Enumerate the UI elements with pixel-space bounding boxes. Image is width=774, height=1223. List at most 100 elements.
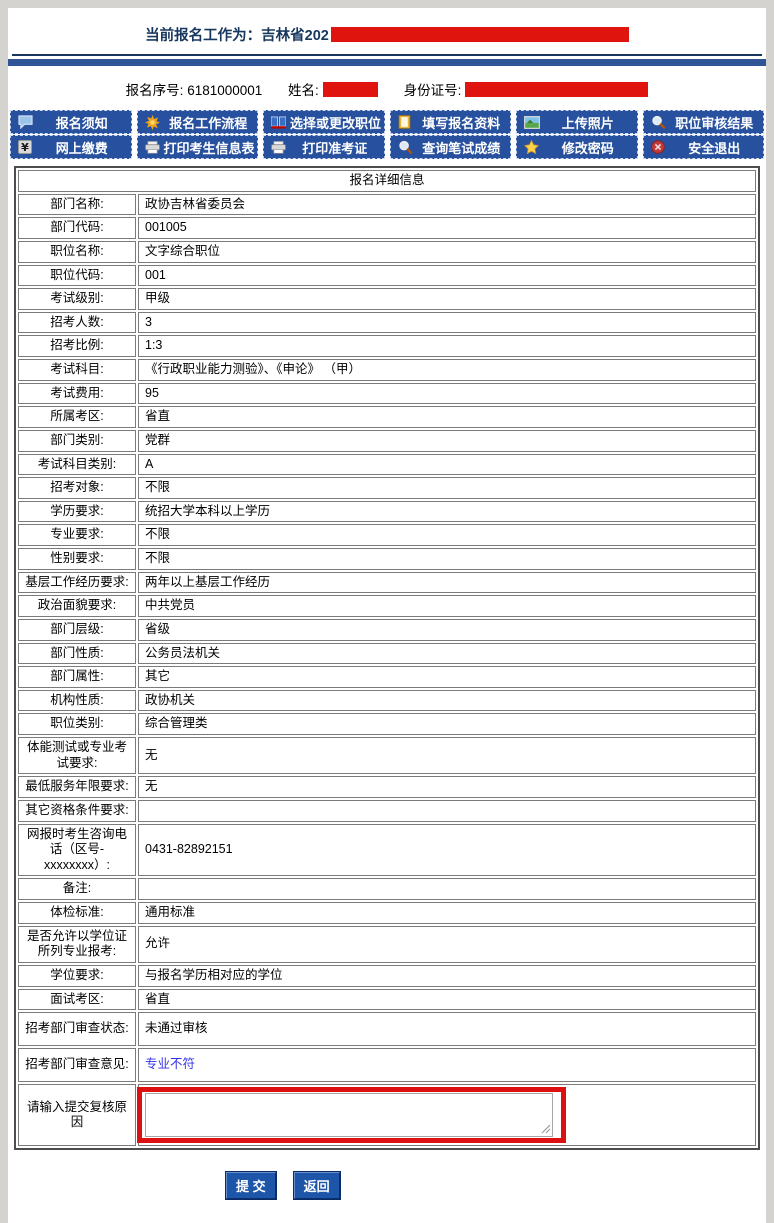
yen-icon: ¥ [18,140,37,154]
table-title: 报名详细信息 [18,170,756,192]
table-row-position-code: 职位代码: 001 [18,264,756,287]
row-label: 学历要求: [18,500,136,523]
table-row-department-code: 部门代码: 001005 [18,217,756,239]
row-value: 综合管理类 [138,713,756,735]
row-value: 无 [138,776,756,798]
table-row-exam-area: 所属考区: 省直 [18,406,756,428]
row-value: 其它 [138,666,756,688]
row-label: 职位代码: [18,264,136,287]
row-value: 公务员法机关 [138,642,756,665]
redaction-block [465,82,649,97]
table-row-department-attribute: 部门属性: 其它 [18,666,756,688]
photo-icon [524,115,543,129]
nav-item-label: 安全退出 [688,140,741,156]
resize-handle-icon[interactable] [541,1124,551,1134]
nav-item-print-info[interactable]: 打印考生信息表 [136,135,258,159]
nav-item-online-payment[interactable]: ¥ 网上缴费 [10,135,132,159]
table-row-position-name: 职位名称: 文字综合职位 [18,240,756,263]
row-value: 政协机关 [138,689,756,712]
table-row-review-status: 招考部门审查状态: 未通过审核 [18,1012,756,1047]
row-label: 其它资格条件要求: [18,799,136,822]
row-label: 是否允许以学位证所列专业报考: [18,925,136,963]
table-row-exam-subjects: 考试科目: 《行政职业能力测验》、《申论》 （甲） [18,359,756,381]
row-value: 001 [138,264,756,287]
table-row-other-req: 其它资格条件要求: [18,799,756,822]
row-value: 001005 [138,217,756,239]
star-icon [524,139,543,155]
nav-item-query-score[interactable]: 查询笔试成绩 [389,135,511,159]
table-row-gender-req: 性别要求: 不限 [18,548,756,570]
row-label: 部门层级: [18,618,136,641]
row-label: 招考部门审查状态: [18,1012,136,1047]
row-label: 体检标准: [18,902,136,924]
row-label: 部门属性: [18,666,136,688]
book-icon [271,116,290,129]
row-label: 政治面貌要求: [18,595,136,617]
svg-text:¥: ¥ [21,141,29,154]
nav-item-workflow[interactable]: 报名工作流程 [136,110,258,134]
row-label: 职位名称: [18,240,136,263]
nav-item-logout[interactable]: 安全退出 [642,135,764,159]
row-value: 0431-82892151 [138,823,756,877]
row-label: 部门名称: [18,193,136,216]
row-label: 备注: [18,878,136,900]
row-label: 体能测试或专业考试要求: [18,737,136,775]
row-value: 1:3 [138,335,756,357]
nav-item-print-ticket[interactable]: 打印准考证 [263,135,385,159]
review-opinion-link[interactable]: 专业不符 [145,1057,196,1072]
row-value: 3 [138,311,756,334]
table-row-consult-phone: 网报时考生咨询电话（区号-xxxxxxxx）: 0431-82892151 [18,823,756,877]
divider [8,54,766,66]
row-value: 政协吉林省委员会 [138,193,756,216]
row-label: 职位类别: [18,713,136,735]
name-group: 姓名: [288,82,378,98]
row-value: 两年以上基层工作经历 [138,571,756,594]
table-row-department-category: 部门类别: 党群 [18,429,756,452]
row-value: 省直 [138,988,756,1011]
row-label: 招考对象: [18,477,136,499]
redaction-block [330,27,629,42]
nav-item-choose-position[interactable]: 选择或更改职位 [263,110,385,134]
redaction-block [322,82,378,97]
table-row-org-nature: 机构性质: 政协机关 [18,689,756,712]
row-value [138,878,756,900]
table-row-education-req: 学历要求: 统招大学本科以上学历 [18,500,756,523]
row-label: 所属考区: [18,406,136,428]
table-row-subject-category: 考试科目类别: A [18,453,756,476]
page-title: 当前报名工作为：吉林省202 [8,24,766,45]
table-row-exam-fee: 考试费用: 95 [18,382,756,405]
row-label: 部门代码: [18,217,136,239]
row-label: 请输入提交复核原因 [18,1084,136,1147]
row-label: 招考比例: [18,335,136,357]
nav-item-change-password[interactable]: 修改密码 [516,135,638,159]
row-value: 不限 [138,548,756,570]
table-row-department-nature: 部门性质: 公务员法机关 [18,642,756,665]
back-button[interactable]: 返回 [292,1171,341,1201]
table-row-physical-test-req: 体能测试或专业考试要求: 无 [18,737,756,775]
page: 当前报名工作为：吉林省202 报名序号: 6181000001 姓名: 身份证号… [8,8,766,1223]
nav-row: ¥ 网上缴费 打印考生信息表 打印准考证 查询笔试成绩 修改密码 安全退出 [10,135,764,159]
table-title-row: 报名详细信息 [18,170,756,192]
row-label: 部门类别: [18,429,136,452]
nav-item-upload-photo[interactable]: 上传照片 [516,110,638,134]
row-label: 最低服务年限要求: [18,776,136,798]
nav-item-fill-info[interactable]: 填写报名资料 [389,110,511,134]
row-value [138,799,756,822]
printer-icon [271,140,290,154]
id-label: 身份证号: [403,83,462,98]
table-row-major-req: 专业要求: 不限 [18,524,756,546]
submit-button[interactable]: 提 交 [225,1171,277,1201]
table-row-degree-req: 学位要求: 与报名学历相对应的学位 [18,964,756,987]
row-value: 95 [138,382,756,405]
nav-item-review-result[interactable]: 职位审核结果 [642,110,764,134]
row-value: 与报名学历相对应的学位 [138,964,756,987]
review-reason-textarea[interactable] [145,1093,553,1138]
row-label: 专业要求: [18,524,136,546]
nav-item-label: 填写报名资料 [422,115,501,131]
row-value: 通用标准 [138,902,756,924]
nav-item-notice[interactable]: 报名须知 [10,110,132,134]
nav-item-label: 修改密码 [561,140,614,156]
row-label: 机构性质: [18,689,136,712]
table-rows: 部门名称: 政协吉林省委员会 部门代码: 001005 职位名称: 文字综合职位 职位代码:… [18,193,756,1083]
divider-thin-line [12,54,762,56]
